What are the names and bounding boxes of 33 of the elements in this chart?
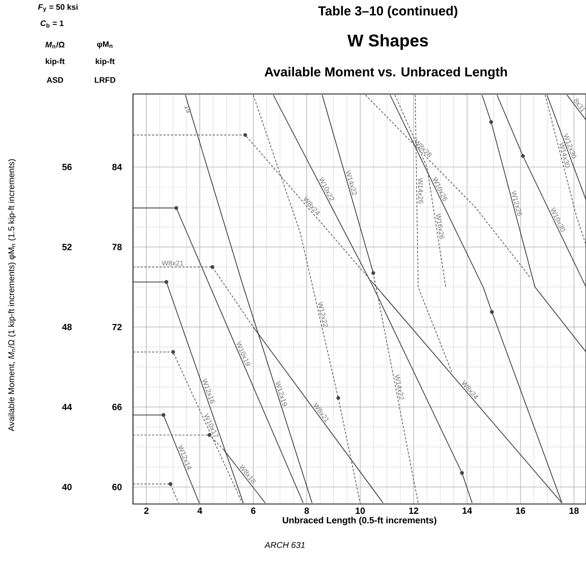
- text: Available Moment, M$_{n}$/Ω (1 kip-ft increments) φM$_{n}$ (1.5 kip-ft increments): [8, 159, 16, 432]
- caption: Table 3–10 (continued): [318, 6, 458, 18]
- x-tick-label: 10: [356, 508, 365, 514]
- y-tick-label: 56: [62, 164, 72, 170]
- x-tick-label: 14: [462, 508, 472, 514]
- x-tick-label: 18: [570, 508, 579, 514]
- text: φM$_{n}$: [97, 41, 112, 49]
- x-tick-label: 12: [409, 508, 418, 514]
- y2-tick-label: 84: [112, 164, 122, 170]
- x-tick-label: 6: [251, 508, 256, 514]
- text: kip-ft: [96, 58, 115, 66]
- y2-tick-label: 66: [112, 404, 122, 410]
- x-tick-label: 16: [516, 508, 526, 514]
- text: ASD: [46, 77, 64, 83]
- text: M$_{n}$/Ω: [45, 42, 64, 48]
- y2-tick-label: 78: [112, 244, 122, 250]
- x-axis-title: Unbraced Length (0.5-ft increments): [282, 516, 436, 526]
- y-tick-label: 48: [62, 324, 72, 330]
- y-tick-label: 44: [62, 404, 72, 410]
- x-tick-label: 8: [304, 508, 309, 514]
- text: ARCH 631: [264, 542, 305, 548]
- text: kip-ft: [46, 58, 65, 66]
- chart-subtitle: Available Moment vs. Unbraced Length: [264, 66, 507, 80]
- x-tick-label: 2: [144, 508, 149, 514]
- text: F$_{y}$ = 50 ksi: [38, 4, 78, 12]
- y2-tick-label: 60: [112, 484, 122, 490]
- y-tick-label: 52: [62, 244, 72, 250]
- y-tick-label: 40: [62, 484, 72, 490]
- text: LRFD: [94, 77, 116, 83]
- x-tick-label: 4: [197, 508, 202, 514]
- y2-tick-label: 72: [112, 324, 122, 330]
- text: C$_{b}$ = 1: [40, 20, 64, 28]
- chart-title: W Shapes: [347, 34, 428, 50]
